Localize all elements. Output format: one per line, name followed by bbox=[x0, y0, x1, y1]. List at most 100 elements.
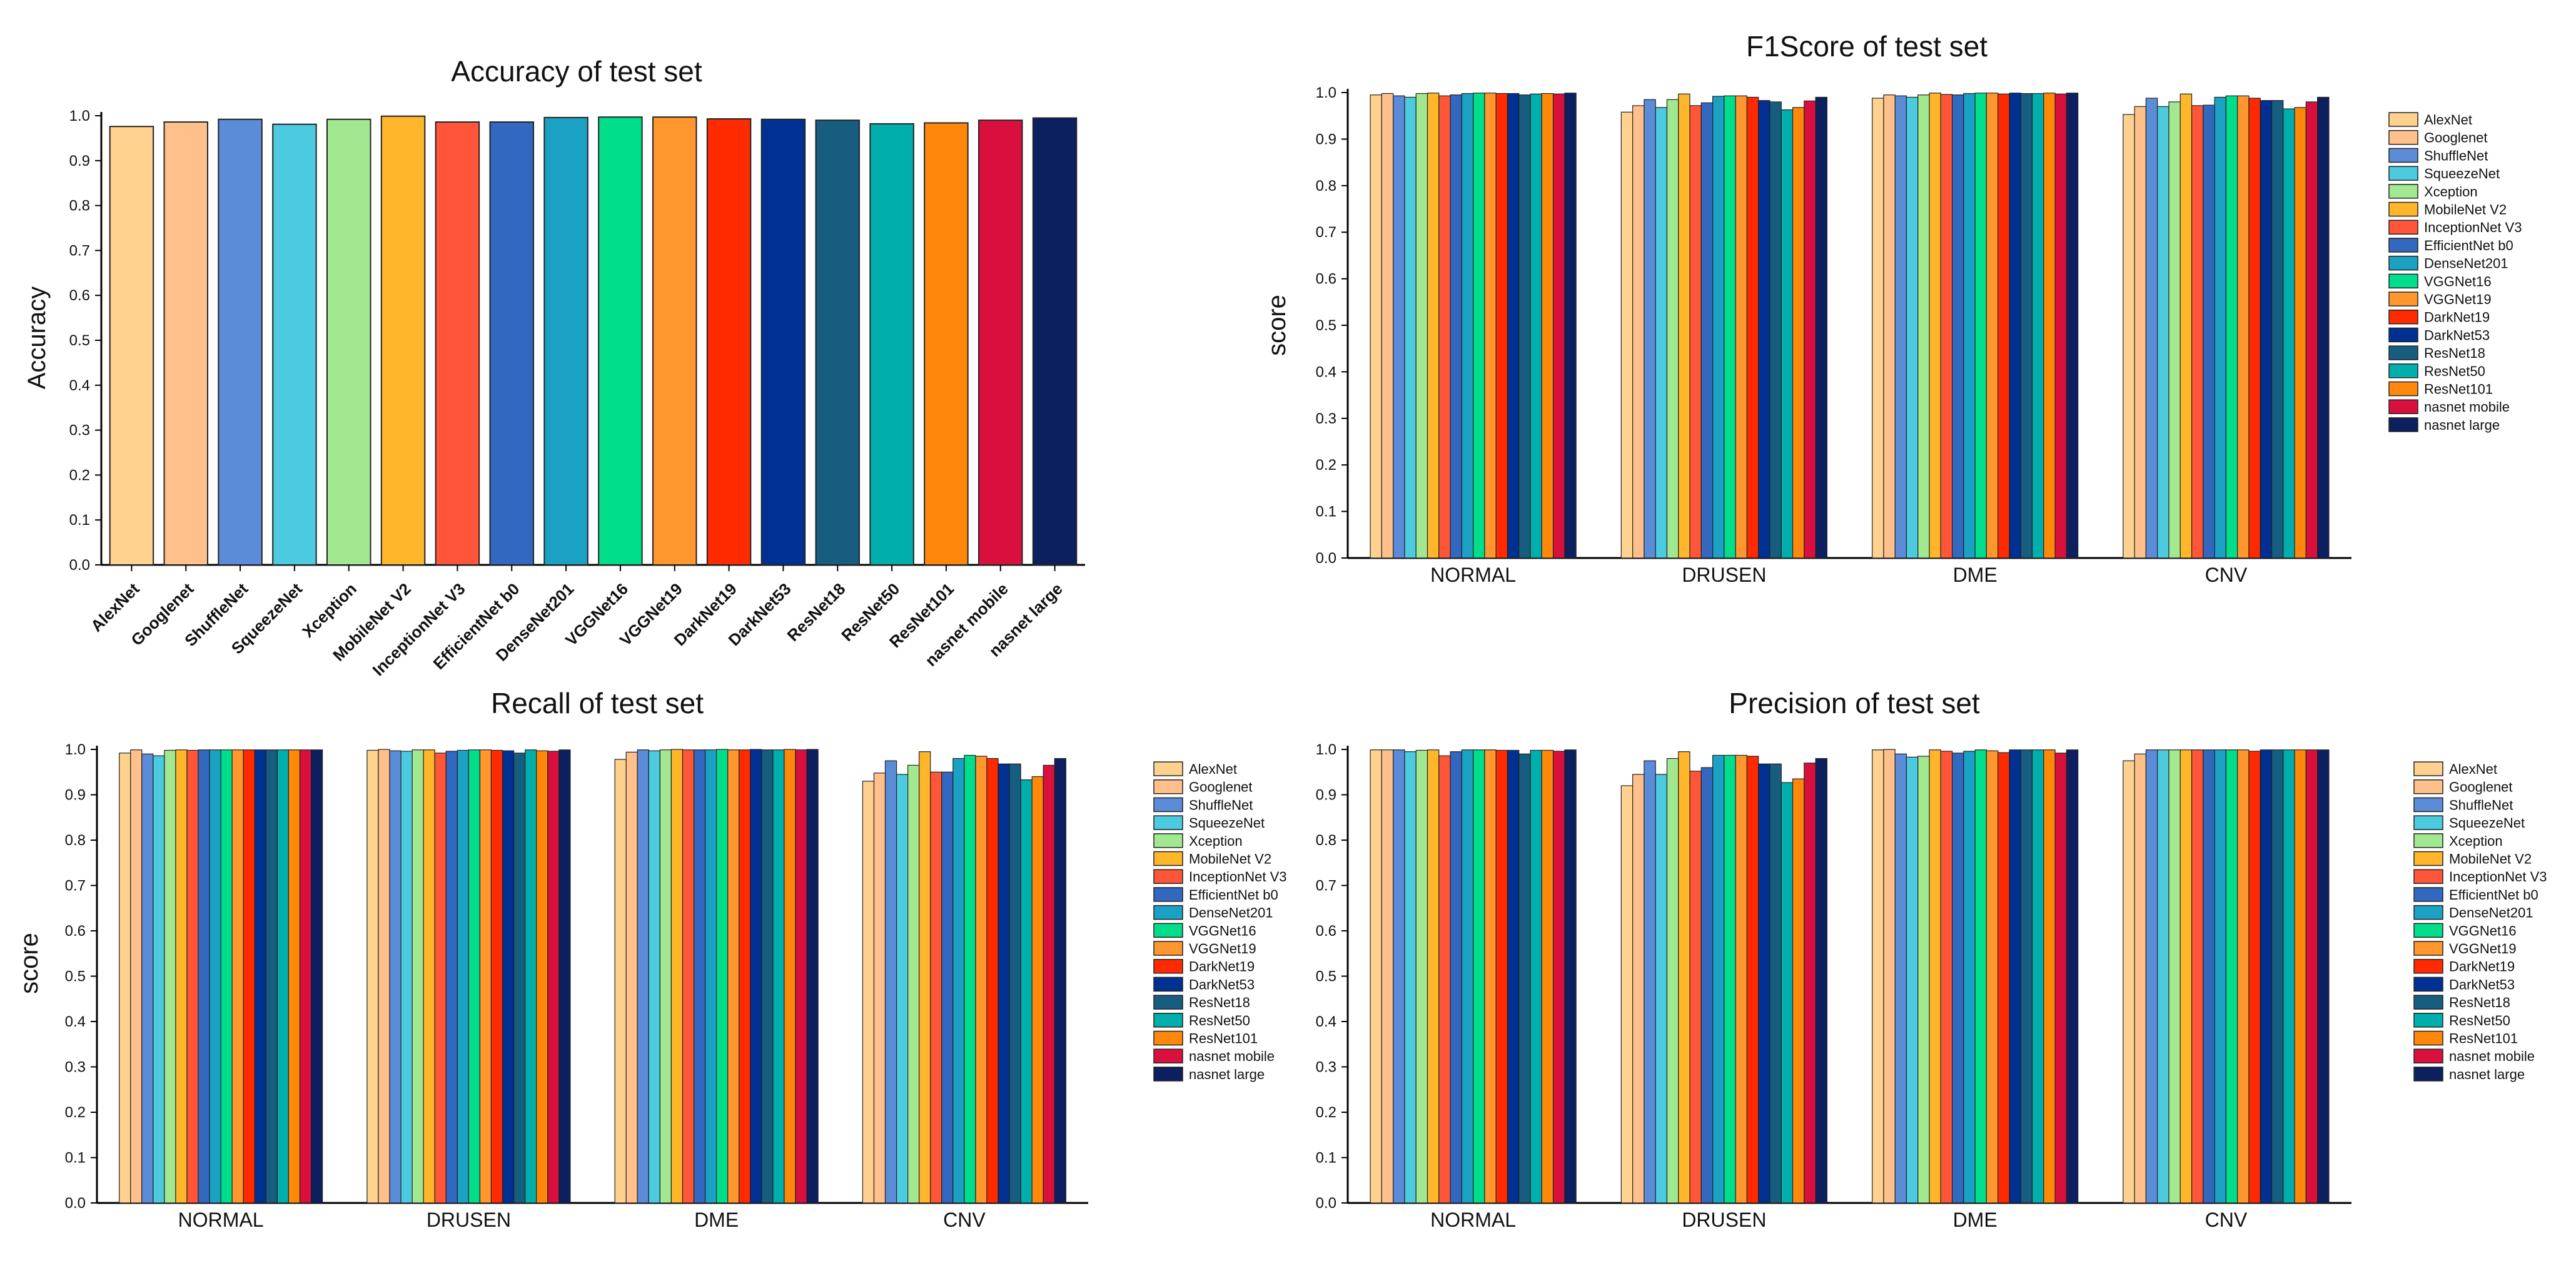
bar-cnv-darknet19 bbox=[986, 758, 999, 1204]
legend-swatch-inceptionnet-v3 bbox=[1153, 869, 1183, 884]
legend-swatch-nasnet-mobile bbox=[2388, 399, 2418, 414]
legend-swatch-resnet50 bbox=[2413, 1013, 2443, 1028]
legend-label: Xception bbox=[2424, 184, 2478, 200]
bar-normal-alexnet bbox=[1370, 94, 1382, 559]
bar-dme-nasnet-large bbox=[2066, 749, 2079, 1204]
bar-cnv-googlenet bbox=[2134, 753, 2147, 1204]
bar-dme-nasnet-mobile bbox=[2054, 753, 2067, 1204]
y-axis: 0.0 0.1 0.2 0.3 0.4 0.5 0.6 0.7 0.8 0.9 1.0 bbox=[69, 108, 1085, 574]
bar-nasnet-mobile bbox=[978, 119, 1023, 566]
bar-dme-efficientnet-b0 bbox=[1951, 94, 1964, 559]
legend-swatch-resnet101 bbox=[1153, 1030, 1183, 1046]
bar-drusen-nasnet-mobile bbox=[1804, 100, 1816, 559]
y-tick-label: 0.5 bbox=[65, 968, 86, 985]
bar-normal-xception bbox=[164, 749, 176, 1204]
bar-resnet18 bbox=[815, 119, 860, 566]
bar-dme-alexnet bbox=[614, 759, 627, 1204]
legend-label: DenseNet201 bbox=[1189, 905, 1273, 921]
bar-normal-vggnet16 bbox=[1473, 749, 1485, 1204]
bar-normal-resnet101 bbox=[288, 749, 301, 1204]
bar-dme-inceptionnet-v3 bbox=[1940, 751, 1953, 1204]
bar-normal-densenet201 bbox=[209, 749, 221, 1204]
y-tick-label: 0.6 bbox=[1316, 271, 1336, 288]
bar-shufflenet bbox=[218, 118, 263, 566]
recall-chart: Recall of test set score 0.0 0.1 0.2 0.3 0.4… bbox=[16, 687, 1287, 1231]
legend-swatch-darknet53 bbox=[2388, 327, 2418, 343]
bar-cnv-resnet101 bbox=[2294, 107, 2306, 559]
legend-swatch-densenet201 bbox=[2413, 905, 2443, 920]
bar-cnv-squeezenet bbox=[2157, 106, 2169, 559]
bar-normal-darknet19 bbox=[1495, 93, 1508, 559]
x-tick-label: CNV bbox=[2205, 1209, 2248, 1231]
bar-normal-inceptionnet-v3 bbox=[186, 749, 199, 1204]
y-tick-label: 0.1 bbox=[69, 512, 90, 529]
bar-dme-vggnet16 bbox=[1974, 749, 1988, 1204]
bar-dme-darknet53 bbox=[2009, 93, 2021, 559]
bar-cnv-vggnet16 bbox=[2225, 95, 2238, 559]
bars bbox=[1370, 93, 2330, 559]
x-tick-label: CNV bbox=[943, 1209, 986, 1231]
precision-chart: Precision of test set 0.0 0.1 0.2 0.3 0.4 0.5… bbox=[1316, 687, 2547, 1231]
bar-dme-shufflenet bbox=[637, 749, 649, 1204]
x-axis: NORMAL DRUSEN DME CNV bbox=[178, 1209, 986, 1231]
bar-dme-shufflenet bbox=[1894, 753, 1907, 1204]
legend-label: MobileNet V2 bbox=[2449, 851, 2532, 867]
y-tick-label: 0.8 bbox=[69, 198, 90, 215]
bar-normal-resnet50 bbox=[1530, 93, 1542, 559]
x-tick-label: DME bbox=[1953, 564, 1998, 586]
y-tick-label: 0.7 bbox=[69, 242, 90, 259]
bars bbox=[1370, 749, 2330, 1204]
bar-cnv-inceptionnet-v3 bbox=[2191, 749, 2204, 1204]
bar-cnv-resnet18 bbox=[2271, 749, 2284, 1204]
y-tick-label: 0.0 bbox=[65, 1195, 86, 1212]
y-tick-label: 0.0 bbox=[1316, 1195, 1336, 1212]
bar-cnv-xception bbox=[2168, 101, 2181, 559]
bar-normal-resnet18 bbox=[1518, 753, 1531, 1204]
bar-vggnet16 bbox=[598, 116, 643, 566]
bar-normal-inceptionnet-v3 bbox=[1438, 95, 1451, 559]
bar-dme-efficientnet-b0 bbox=[1951, 753, 1964, 1204]
bar-normal-darknet53 bbox=[1507, 749, 1520, 1204]
bar-drusen-resnet101 bbox=[1792, 107, 1805, 559]
bar-dme-mobilenet-v2 bbox=[1929, 93, 1941, 559]
bar-drusen-mobilenet-v2 bbox=[1678, 93, 1690, 559]
legend-swatch-googlenet bbox=[2413, 779, 2443, 794]
bar-cnv-densenet201 bbox=[952, 758, 965, 1204]
bar-googlenet bbox=[163, 121, 208, 566]
bar-drusen-shufflenet bbox=[1644, 99, 1656, 559]
bar-normal-resnet101 bbox=[1541, 93, 1554, 559]
bar-normal-shufflenet bbox=[1393, 749, 1405, 1204]
legend-label: ShuffleNet bbox=[2424, 148, 2488, 163]
x-axis: NORMAL DRUSEN DME CNV bbox=[1430, 564, 2248, 586]
bar-cnv-efficientnet-b0 bbox=[2203, 749, 2215, 1204]
y-tick-label: 0.5 bbox=[1316, 317, 1336, 334]
bar-drusen-efficientnet-b0 bbox=[1700, 767, 1714, 1204]
legend: AlexNet Googlenet ShuffleNet SqueezeNet Xcep… bbox=[2388, 112, 2522, 433]
bar-drusen-darknet19 bbox=[490, 749, 503, 1204]
bar-drusen-resnet18 bbox=[1769, 101, 1782, 559]
x-tick-label: CNV bbox=[2205, 564, 2248, 586]
bar-cnv-inceptionnet-v3 bbox=[2191, 105, 2204, 559]
legend-label: ResNet18 bbox=[2449, 995, 2510, 1010]
bar-dme-nasnet-mobile bbox=[2054, 93, 2067, 559]
bar-normal-squeezenet bbox=[153, 755, 165, 1204]
bar-normal-vggnet19 bbox=[231, 749, 244, 1204]
bar-cnv-vggnet16 bbox=[964, 754, 976, 1204]
legend-label: DarkNet53 bbox=[1189, 976, 1255, 992]
bar-drusen-densenet201 bbox=[457, 749, 469, 1204]
bar-normal-darknet53 bbox=[254, 749, 266, 1204]
bar-mobilenet-v2 bbox=[380, 115, 426, 566]
x-tick-label: AlexNet bbox=[87, 579, 143, 636]
bar-drusen-vggnet19 bbox=[1735, 754, 1748, 1204]
bar-normal-vggnet16 bbox=[220, 749, 233, 1204]
legend-swatch-vggnet16 bbox=[2388, 273, 2418, 289]
bar-dme-densenet201 bbox=[1963, 751, 1976, 1204]
bar-drusen-darknet53 bbox=[1758, 100, 1770, 559]
legend-swatch-xception bbox=[1153, 833, 1183, 848]
x-tick-label: DME bbox=[694, 1209, 739, 1231]
f1score-chart: F1Score of test set score 0.0 0.1 0.2 0.3 0.… bbox=[1263, 30, 2522, 586]
bar-cnv-darknet53 bbox=[2260, 749, 2273, 1204]
bar-drusen-resnet50 bbox=[1780, 109, 1794, 559]
legend-label: SqueezeNet bbox=[1189, 815, 1265, 831]
bar-cnv-shufflenet bbox=[884, 760, 897, 1204]
